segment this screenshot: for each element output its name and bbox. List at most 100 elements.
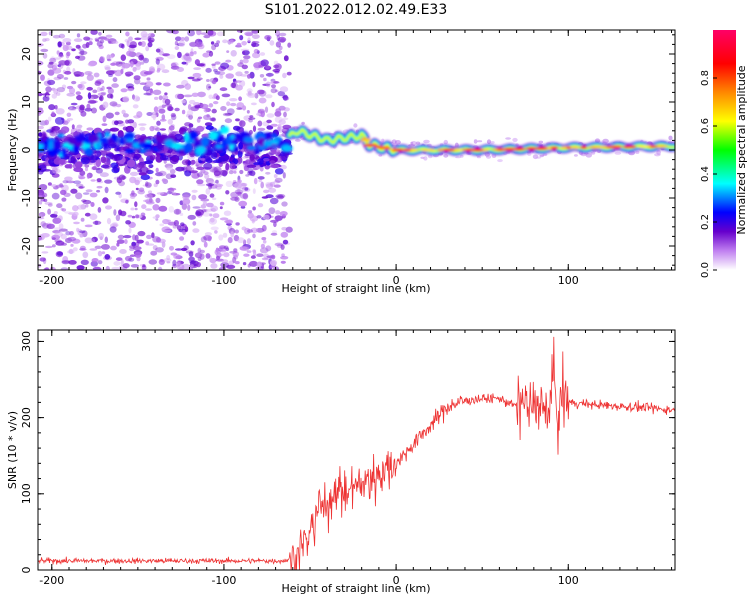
heatmap-noise-cell (257, 108, 265, 114)
heatmap-noise-cell (118, 43, 124, 48)
heatmap-noise-cell (234, 182, 243, 189)
heatmap-noise-cell (265, 65, 270, 70)
heatmap-noise-cell (165, 173, 173, 180)
heatmap-noise-cell (196, 179, 204, 185)
heatmap-noise-cell (248, 117, 256, 120)
heatmap-noise-cell (186, 114, 191, 118)
heatmap-noise-cell (262, 214, 270, 220)
heatmap-noise-cell (76, 265, 85, 270)
heatmap-noise-cell (135, 187, 139, 191)
heatmap-noise-cell (206, 79, 210, 82)
heatmap-noise-cell (48, 31, 52, 36)
heatmap-noise-cell (277, 90, 285, 97)
heatmap-noise-cell (295, 139, 301, 142)
heatmap-noise-cell (95, 39, 100, 42)
heatmap-noise-cell (236, 188, 241, 196)
heatmap-noise-cell (473, 139, 478, 144)
heatmap-ridge-peak (593, 145, 610, 149)
heatmap-ridge-peak (507, 147, 516, 151)
heatmap-noise-cell (614, 151, 622, 155)
heatmap-noise-cell (46, 94, 50, 98)
heatmap-noise-cell (222, 232, 228, 238)
heatmap-noise-cell (94, 245, 102, 249)
heatmap-noise-cell (124, 71, 134, 77)
heatmap-noise-cell (38, 125, 44, 130)
heatmap-noise-cell (274, 215, 283, 222)
heatmap-noise-cell (155, 58, 160, 65)
heatmap-noise-cell (104, 236, 109, 244)
heatmap-noise-cell (187, 214, 196, 220)
heatmap-noise-cell (140, 36, 149, 40)
heatmap-noise-cell (178, 40, 186, 47)
heatmap-noise-cell (259, 165, 264, 172)
heatmap-noise-cell (155, 48, 161, 53)
heatmap-ridge-peak (550, 146, 559, 150)
heatmap-noise-cell (56, 87, 66, 93)
heatmap-noise-cell (236, 30, 244, 33)
heatmap-noise-cell (145, 201, 155, 205)
heatmap-ridge-blob (263, 140, 273, 147)
heatmap-noise-cell (116, 123, 126, 127)
heatmap-noise-cell (185, 52, 190, 57)
y-tick-label: 200 (20, 407, 33, 428)
heatmap-noise-cell (208, 50, 214, 57)
heatmap-noise-cell (246, 110, 250, 114)
heatmap-y-label: Frequency (Hz) (6, 109, 19, 192)
heatmap-noise-cell (269, 259, 278, 266)
heatmap-noise-cell (204, 208, 208, 213)
heatmap-noise-cell (282, 124, 292, 129)
heatmap-noise-cell (116, 242, 120, 247)
heatmap-noise-cell (195, 41, 204, 47)
heatmap-noise-cell (187, 30, 195, 37)
heatmap-noise-cell (199, 249, 205, 254)
heatmap-noise-cell (166, 54, 176, 60)
heatmap-noise-cell (273, 81, 279, 84)
heatmap-ridge-peak (622, 145, 632, 149)
heatmap-noise-cell (156, 120, 161, 126)
heatmap-noise-cell (228, 170, 234, 175)
heatmap-noise-cell (184, 226, 189, 233)
heatmap-noise-cell (274, 242, 283, 247)
heatmap-noise-cell (104, 253, 111, 260)
heatmap-noise-cell (63, 77, 69, 80)
heatmap-noise-cell (162, 53, 171, 57)
heatmap-noise-cell (196, 30, 202, 36)
heatmap-noise-cell (149, 154, 156, 161)
heatmap-ridge-peak (566, 146, 571, 150)
heatmap-noise-cell (147, 41, 153, 48)
heatmap-noise-cell (92, 166, 97, 171)
y-tick-label: 10 (20, 95, 33, 109)
heatmap-noise-cell (101, 150, 111, 154)
heatmap-noise-cell (75, 126, 82, 131)
heatmap-noise-cell (139, 82, 147, 85)
heatmap-noise-cell (282, 239, 289, 245)
heatmap-noise-cell (235, 222, 240, 226)
heatmap-noise-cell (251, 30, 260, 34)
heatmap-noise-cell (148, 259, 158, 265)
heatmap-ridge-peak (454, 148, 464, 152)
heatmap-noise-cell (254, 92, 259, 99)
heatmap-noise-cell (185, 56, 193, 63)
heatmap-noise-cell (52, 34, 61, 39)
heatmap-noise-cell (51, 237, 56, 241)
heatmap-noise-cell (381, 138, 385, 142)
heatmap-noise-cell (230, 231, 235, 238)
heatmap-noise-cell (109, 101, 118, 107)
heatmap-noise-cell (45, 245, 53, 249)
heatmap-noise-cell (97, 250, 103, 257)
heatmap-noise-cell (126, 88, 134, 92)
heatmap-noise-cell (196, 125, 205, 132)
heatmap-noise-cell (193, 50, 197, 55)
heatmap-noise-cell (391, 139, 397, 144)
heatmap-noise-cell (92, 266, 102, 270)
heatmap-noise-cell (229, 39, 234, 44)
heatmap-ridge-blob (274, 136, 282, 142)
heatmap-noise-cell (185, 56, 192, 62)
heatmap-noise-cell (38, 132, 43, 137)
heatmap-noise-cell (535, 156, 542, 159)
heatmap-noise-cell (187, 104, 192, 110)
heatmap-ridge-peak (525, 147, 538, 151)
heatmap-noise-cell (265, 183, 274, 189)
heatmap-noise-cell (227, 237, 233, 244)
heatmap-noise-cell (78, 186, 84, 189)
